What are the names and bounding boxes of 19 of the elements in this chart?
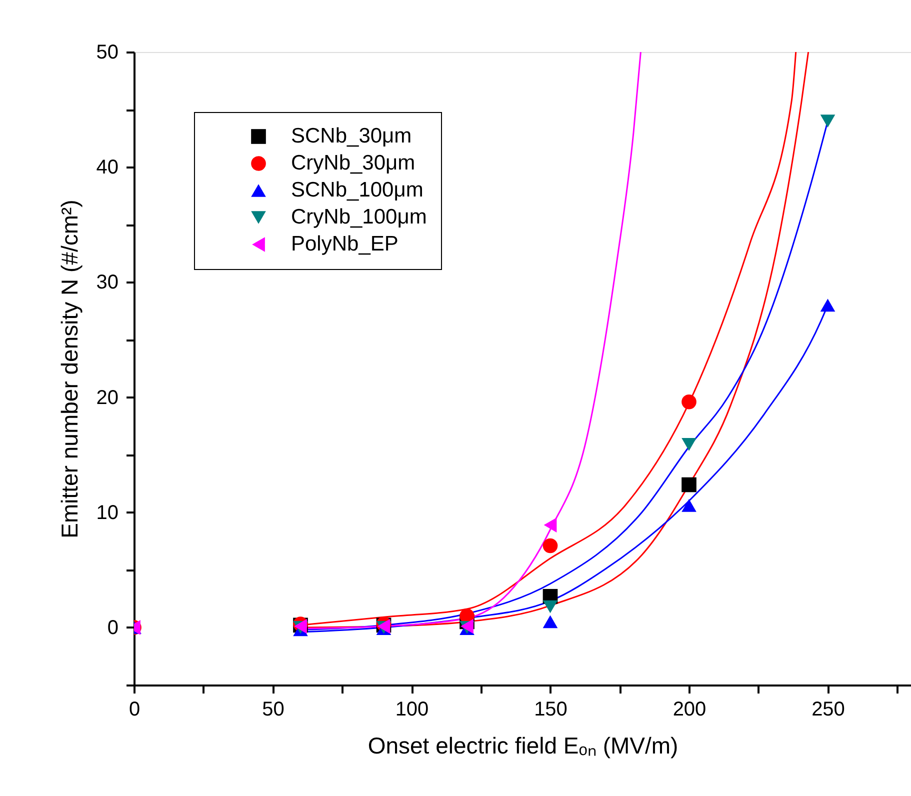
x-tick-label: 200 (672, 698, 706, 720)
legend-label: SCNb_100μm (291, 178, 424, 202)
y-tick-label: 30 (96, 272, 118, 294)
legend-label: PolyNb_EP (291, 232, 398, 256)
x-tick-label: 250 (812, 698, 845, 720)
y-tick-label: 40 (96, 156, 118, 179)
y-tick-label: 20 (96, 386, 118, 409)
x-tick-label: 100 (395, 698, 429, 720)
legend-label: CryNb_100μm (291, 206, 427, 228)
x-tick-label: 50 (262, 698, 284, 720)
x-axis-title: Onset electric field Eₒₙ (MV/m) (368, 732, 678, 758)
x-tick-label: 150 (534, 698, 568, 720)
x-tick-label: 0 (128, 698, 140, 720)
y-tick-label: 0 (107, 616, 118, 639)
legend-label: CryNb_30μm (291, 152, 416, 174)
y-tick-label: 50 (96, 42, 118, 64)
y-axis-title: Emitter number density N (#/cm²) (56, 200, 82, 538)
legend-label: SCNb_30μm (291, 124, 412, 148)
y-tick-label: 10 (96, 502, 118, 524)
